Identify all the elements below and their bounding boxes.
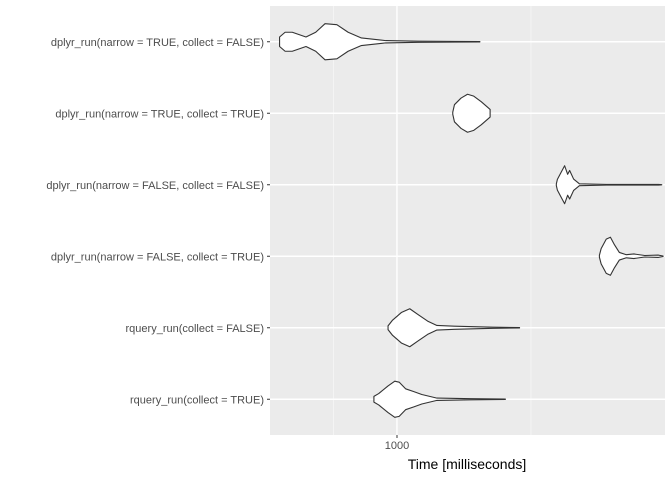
violin-shape xyxy=(279,23,481,61)
y-tick-label: rquery_run(collect = FALSE) xyxy=(126,323,264,335)
violin-layer xyxy=(279,23,664,418)
x-tick-label: 1000 xyxy=(385,440,409,452)
y-tick-labels: dplyr_run(narrow = TRUE, collect = FALSE… xyxy=(46,37,270,406)
violin-shape xyxy=(598,236,664,276)
violin-shape xyxy=(387,308,521,348)
violin-shape xyxy=(452,93,491,133)
violin-shape xyxy=(555,165,663,205)
y-tick-label: rquery_run(collect = TRUE) xyxy=(130,394,264,406)
y-tick-label: dplyr_run(narrow = TRUE, collect = FALSE… xyxy=(51,37,264,49)
y-tick-label: dplyr_run(narrow = TRUE, collect = TRUE) xyxy=(55,108,264,120)
violin-shape xyxy=(373,380,506,418)
y-tick-label: dplyr_run(narrow = FALSE, collect = TRUE… xyxy=(51,251,264,263)
y-tick-label: dplyr_run(narrow = FALSE, collect = FALS… xyxy=(46,180,264,192)
x-tick-labels: 1000 xyxy=(385,435,409,452)
x-axis-title: Time [milliseconds] xyxy=(408,456,527,472)
plot-panel xyxy=(270,6,665,435)
